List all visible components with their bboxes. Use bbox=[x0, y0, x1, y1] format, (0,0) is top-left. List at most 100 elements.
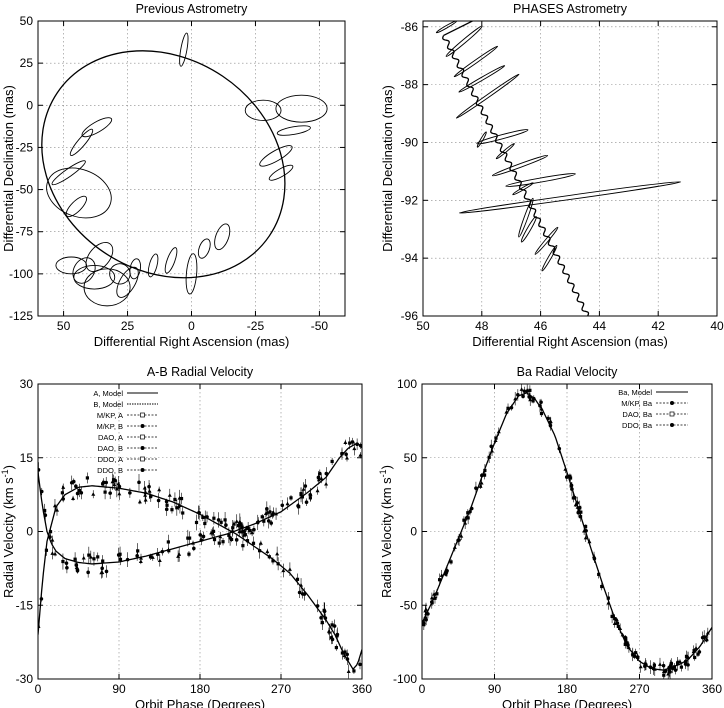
data-point bbox=[704, 637, 709, 641]
data-point bbox=[352, 669, 356, 673]
chart-title: Previous Astrometry bbox=[136, 2, 249, 16]
data-point bbox=[668, 670, 672, 674]
x-tick-label: 25 bbox=[121, 319, 135, 333]
y-axis-label: Radial Velocity (km s-1) bbox=[0, 465, 16, 598]
data-point bbox=[262, 519, 266, 523]
data-point bbox=[496, 429, 501, 434]
error-ellipse bbox=[541, 244, 558, 272]
legend-marker bbox=[670, 423, 674, 427]
legend-label: M/KP, Ba bbox=[621, 399, 653, 408]
data-point bbox=[612, 621, 617, 625]
error-ellipse bbox=[83, 268, 131, 307]
error-ellipse bbox=[72, 257, 96, 284]
data-point bbox=[221, 540, 225, 544]
data-point bbox=[577, 505, 582, 510]
data-point bbox=[672, 665, 677, 669]
data-point bbox=[516, 393, 520, 397]
data-point bbox=[274, 511, 279, 516]
data-point bbox=[142, 485, 147, 490]
error-ellipse bbox=[458, 65, 506, 93]
data-point bbox=[673, 668, 678, 672]
data-point bbox=[164, 507, 169, 512]
data-point bbox=[513, 396, 518, 401]
data-point bbox=[265, 507, 269, 511]
x-axis-label: Differential Right Ascension (mas) bbox=[94, 334, 290, 349]
data-point bbox=[316, 475, 321, 480]
data-point bbox=[91, 492, 96, 496]
data-point bbox=[429, 595, 434, 600]
data-point bbox=[546, 416, 550, 421]
data-point bbox=[493, 438, 498, 443]
data-point bbox=[345, 657, 350, 661]
y-tick-label: 30 bbox=[20, 377, 34, 391]
data-point bbox=[43, 513, 48, 518]
legend-label: B, Model bbox=[93, 400, 123, 409]
data-point bbox=[177, 552, 182, 556]
data-point bbox=[280, 503, 285, 508]
data-point bbox=[218, 534, 223, 539]
data-point bbox=[632, 654, 637, 658]
data-point bbox=[625, 641, 629, 645]
data-point bbox=[669, 661, 674, 666]
data-point bbox=[539, 406, 544, 411]
data-point bbox=[256, 518, 261, 523]
data-point bbox=[54, 508, 59, 512]
data-point bbox=[295, 577, 300, 581]
x-tick-label: 270 bbox=[629, 682, 649, 696]
data-point bbox=[118, 552, 122, 556]
data-point bbox=[50, 551, 55, 555]
data-point bbox=[52, 503, 57, 508]
data-point bbox=[234, 519, 239, 523]
data-point bbox=[346, 669, 351, 674]
data-point bbox=[575, 501, 580, 505]
data-point bbox=[350, 440, 354, 444]
data-point bbox=[143, 493, 148, 497]
error-ellipse bbox=[259, 145, 293, 167]
data-point bbox=[112, 482, 117, 487]
data-point bbox=[691, 649, 696, 654]
data-point bbox=[64, 561, 69, 565]
data-point bbox=[587, 539, 592, 544]
data-point bbox=[424, 607, 429, 611]
data-point bbox=[238, 522, 242, 526]
data-point bbox=[139, 555, 144, 560]
error-ellipse bbox=[73, 264, 116, 290]
error-ellipse bbox=[268, 164, 294, 181]
data-point bbox=[61, 485, 66, 489]
data-point bbox=[108, 491, 112, 495]
data-point bbox=[358, 662, 362, 667]
data-point bbox=[176, 504, 181, 509]
error-ellipse bbox=[65, 195, 88, 218]
data-point bbox=[694, 646, 699, 650]
data-point bbox=[569, 484, 573, 488]
data-point bbox=[352, 446, 357, 451]
data-point bbox=[320, 620, 325, 625]
data-point bbox=[644, 663, 648, 667]
data-point bbox=[597, 572, 601, 576]
data-point bbox=[265, 510, 270, 514]
data-point bbox=[308, 492, 313, 497]
error-ellipse bbox=[81, 117, 113, 138]
legend-label: DDO, A bbox=[98, 455, 123, 464]
data-point bbox=[230, 537, 234, 542]
data-point bbox=[216, 518, 221, 522]
data-point bbox=[318, 471, 322, 476]
error-ellipse bbox=[85, 242, 114, 272]
data-point bbox=[281, 568, 286, 573]
data-point bbox=[85, 476, 89, 480]
data-point bbox=[466, 516, 470, 520]
data-point bbox=[584, 528, 588, 533]
data-point bbox=[319, 476, 324, 480]
panel-ba-radial-velocity: 0 90 180 270 360 100 50 0 -50 -100 Ba Radial Veloc… bbox=[378, 365, 722, 708]
error-ellipse bbox=[116, 266, 139, 298]
data-point bbox=[236, 523, 241, 528]
data-point bbox=[199, 538, 204, 542]
data-point bbox=[114, 486, 119, 491]
error-ellipse bbox=[512, 182, 534, 196]
data-point bbox=[623, 642, 627, 646]
data-point bbox=[173, 497, 177, 502]
data-point bbox=[157, 558, 162, 562]
data-point bbox=[240, 525, 244, 529]
data-point bbox=[224, 523, 228, 527]
data-point bbox=[358, 443, 362, 448]
